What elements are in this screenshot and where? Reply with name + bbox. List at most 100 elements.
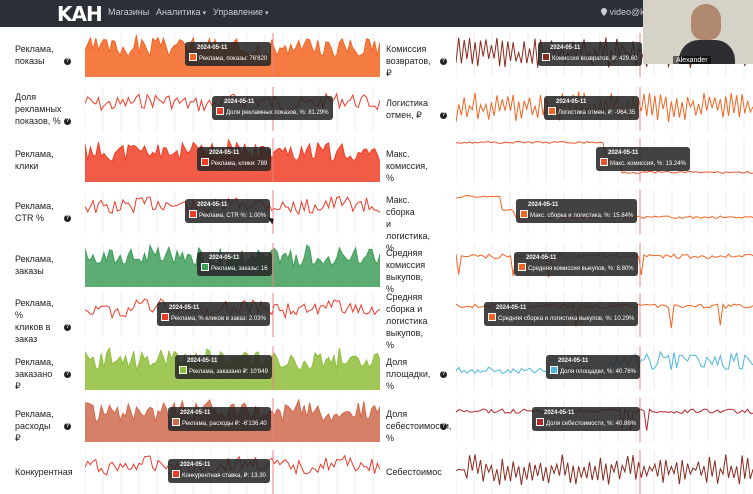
series-swatch: [189, 210, 197, 218]
series-swatch: [172, 418, 180, 426]
nav-management-label: Управление: [213, 7, 264, 17]
series-swatch: [488, 313, 496, 321]
tooltip-value-line: Реклама, клики: 789: [201, 158, 267, 167]
metric-label-line: логистика, %: [386, 231, 430, 253]
metric-label-line: комиссия: [386, 260, 426, 270]
help-icon[interactable]: ?: [64, 118, 71, 125]
metric-label-line: показы: [15, 56, 45, 66]
right-metric-label: Доля себестоимости, %: [386, 408, 451, 444]
tooltip-value-line: Макс. комиссия, %: 13.24%: [600, 158, 686, 167]
metric-label-line: расходы ₽: [15, 421, 51, 443]
metric-label-line: Логистика: [386, 98, 429, 108]
tooltip-value-line: Реклама, расходы ₽: -6'136.40: [172, 418, 267, 427]
metric-label-line: Реклама,: [15, 357, 54, 367]
nav-analytics-label: Аналитика: [156, 7, 201, 17]
left-metric-label: Реклама, клики: [15, 148, 54, 172]
tooltip-text: Макс. сборка и логистика, %: 15.84%: [530, 213, 634, 219]
series-swatch: [189, 53, 197, 61]
help-icon[interactable]: ?: [64, 215, 71, 222]
nav-analytics-dropdown[interactable]: Аналитика ▾: [156, 7, 206, 17]
metric-label-line: Доля: [15, 92, 37, 102]
help-icon[interactable]: ?: [64, 423, 71, 430]
series-swatch: [536, 418, 544, 426]
right-metric-label: Средняя комиссия выкупов, %: [386, 247, 425, 295]
tooltip-text: Макс. комиссия, %: 13.24%: [610, 161, 686, 167]
tooltip-date: 2024-05-11: [556, 99, 587, 105]
series-swatch: [201, 263, 209, 271]
series-swatch: [542, 53, 550, 61]
right-metric-label: Себестоимос: [386, 466, 442, 478]
tooltip-date: 2024-05-11: [608, 150, 639, 156]
help-icon[interactable]: ?: [440, 423, 447, 430]
metric-label-line: себестоимости, %: [386, 421, 452, 443]
chevron-down-icon: ▾: [202, 10, 207, 17]
location-pin-icon: [601, 8, 607, 16]
tooltip-date: 2024-05-11: [209, 255, 240, 261]
metric-label-line: Макс.: [386, 149, 410, 159]
tooltip-value-line: Конкурентная ставка, ₽: 13.30: [172, 470, 266, 479]
tooltip-text: Реклама, расходы ₽: -6'136.40: [182, 421, 267, 427]
nav-shops[interactable]: Магазины: [108, 7, 149, 17]
left-metric-label: Реклама, заказано ₽: [15, 356, 54, 392]
metric-label-line: Себестоимос: [386, 467, 442, 477]
metric-label-line: заказы: [15, 266, 44, 276]
nav-shops-label: Магазины: [108, 7, 150, 17]
right-sparkline-chart[interactable]: [456, 450, 753, 494]
metric-label-line: Средняя: [386, 292, 423, 302]
tooltip-text: Логистика отмен, ₽: -964.35: [558, 110, 636, 116]
tooltip-text: Доля себестоимости, %: 40.86%: [546, 421, 637, 427]
help-icon[interactable]: ?: [64, 371, 71, 378]
metric-label-line: Реклама,: [15, 44, 54, 54]
right-metric-label: Средняя сборка и логистика выкупов, %: [386, 291, 427, 351]
user-email: video@ku: [609, 7, 650, 17]
chart-tooltip: 2024-05-11 Конкурентная ставка, ₽: 13.30: [168, 459, 270, 483]
tooltip-text: Реклама, заказы: 16: [211, 266, 268, 272]
nav-management-dropdown[interactable]: Управление ▾: [213, 7, 269, 17]
series-swatch: [172, 470, 180, 478]
chart-tooltip: 2024-05-11 Реклама, показы: 76'820: [185, 42, 272, 66]
help-icon[interactable]: ?: [440, 58, 447, 65]
tooltip-date: 2024-05-11: [197, 45, 228, 51]
brand-logo[interactable]: KAH: [57, 2, 103, 26]
tooltip-date: 2024-05-11: [197, 202, 228, 208]
chart-tooltip: 2024-05-11 Средняя сборка и логистика вык…: [484, 302, 639, 326]
tooltip-date: 2024-05-11: [180, 462, 211, 468]
help-icon[interactable]: ?: [64, 58, 71, 65]
tooltip-value-line: Реклама, % кликов в заказ: 2.03%: [161, 313, 266, 322]
chart-tooltip: 2024-05-11 Средняя комиссия выкупов, %: 8…: [514, 252, 638, 276]
chart-tooltip: 2024-05-11 Макс. комиссия, %: 13.24%: [596, 147, 690, 171]
metric-label-line: отмен, ₽: [386, 110, 422, 120]
chart-tooltip: 2024-05-11 Реклама, расходы ₽: -6'136.40: [168, 407, 271, 431]
tooltip-text: Комиссия возвратов, ₽: 429.60: [552, 56, 638, 62]
tooltip-value-line: Средняя сборка и логистика выкупов, %: 1…: [488, 313, 635, 322]
tooltip-date: 2024-05-11: [526, 255, 557, 261]
right-metric-label: Доля площадки, %: [386, 356, 430, 392]
tooltip-date: 2024-05-11: [187, 358, 218, 364]
metric-label-line: комиссия, %: [386, 161, 428, 183]
metric-label-line: CTR %: [15, 213, 44, 223]
metric-label-line: кликов в: [15, 322, 51, 332]
help-icon[interactable]: ?: [440, 112, 447, 119]
tooltip-date: 2024-05-11: [558, 358, 589, 364]
metric-label-line: Реклама,: [15, 201, 54, 211]
metric-label-line: показов, %: [15, 116, 61, 126]
help-icon[interactable]: ?: [64, 324, 71, 331]
tooltip-text: Доля рекламных показов, %: 81.29%: [226, 110, 329, 116]
tooltip-date: 2024-05-11: [544, 410, 575, 416]
metric-label-line: логистика: [386, 316, 428, 326]
user-menu[interactable]: video@ku: [601, 7, 650, 17]
chart-tooltip: 2024-05-11 Реклама, заказано ₽: 10'849: [175, 355, 272, 379]
chart-tooltip: 2024-05-11 Реклама, заказы: 16: [197, 252, 272, 276]
video-participant-name: Alexander: [673, 56, 711, 64]
metric-label-line: рекламных: [15, 104, 62, 114]
chart-tooltip: 2024-05-11 Реклама, % кликов в заказ: 2.0…: [157, 302, 270, 326]
right-sparkline-chart[interactable]: [456, 346, 753, 390]
tooltip-text: Реклама, показы: 76'820: [199, 56, 268, 62]
help-icon[interactable]: ?: [440, 371, 447, 378]
tooltip-text: Средняя сборка и логистика выкупов, %: 1…: [498, 316, 635, 322]
video-call-overlay: Alexander: [643, 0, 753, 64]
tooltip-text: Реклама, заказано ₽: 10'849: [189, 369, 268, 375]
right-metric-label: Логистика отмен, ₽: [386, 97, 428, 121]
metric-label-line: Реклама, %: [15, 298, 54, 320]
series-swatch: [161, 313, 169, 321]
